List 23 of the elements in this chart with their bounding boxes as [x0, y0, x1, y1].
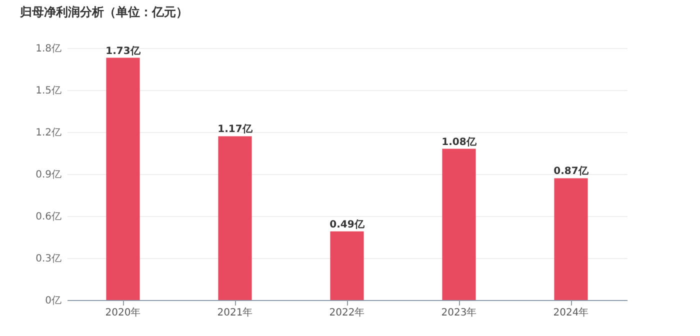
- data-label: 0.87亿: [554, 165, 590, 178]
- bar: [218, 136, 252, 300]
- x-tick-label: 2020年: [105, 306, 141, 318]
- x-tick-label: 2024年: [553, 306, 589, 318]
- y-tick-label: 0亿: [45, 296, 62, 306]
- chart-title: 归母净利润分析（单位：亿元）: [19, 5, 188, 19]
- y-tick-label: 1.5亿: [36, 86, 62, 96]
- bar: [106, 58, 140, 300]
- y-tick-label: 0.6亿: [36, 212, 62, 222]
- x-tick-label: 2022年: [329, 306, 365, 318]
- bar: [330, 231, 364, 300]
- y-tick-label: 1.2亿: [36, 128, 62, 138]
- data-label: 1.17亿: [218, 123, 254, 136]
- bar: [554, 178, 588, 300]
- y-tick-label: 0.9亿: [36, 170, 62, 180]
- data-label: 1.73亿: [106, 44, 142, 57]
- x-tick-label: 2021年: [217, 306, 253, 318]
- y-tick-label: 1.8亿: [36, 44, 62, 54]
- bar: [442, 148, 476, 300]
- data-label: 0.49亿: [330, 218, 366, 230]
- x-tick-label: 2023年: [441, 306, 477, 318]
- y-tick-label: 0.3亿: [36, 254, 62, 264]
- data-label: 1.08亿: [442, 136, 478, 148]
